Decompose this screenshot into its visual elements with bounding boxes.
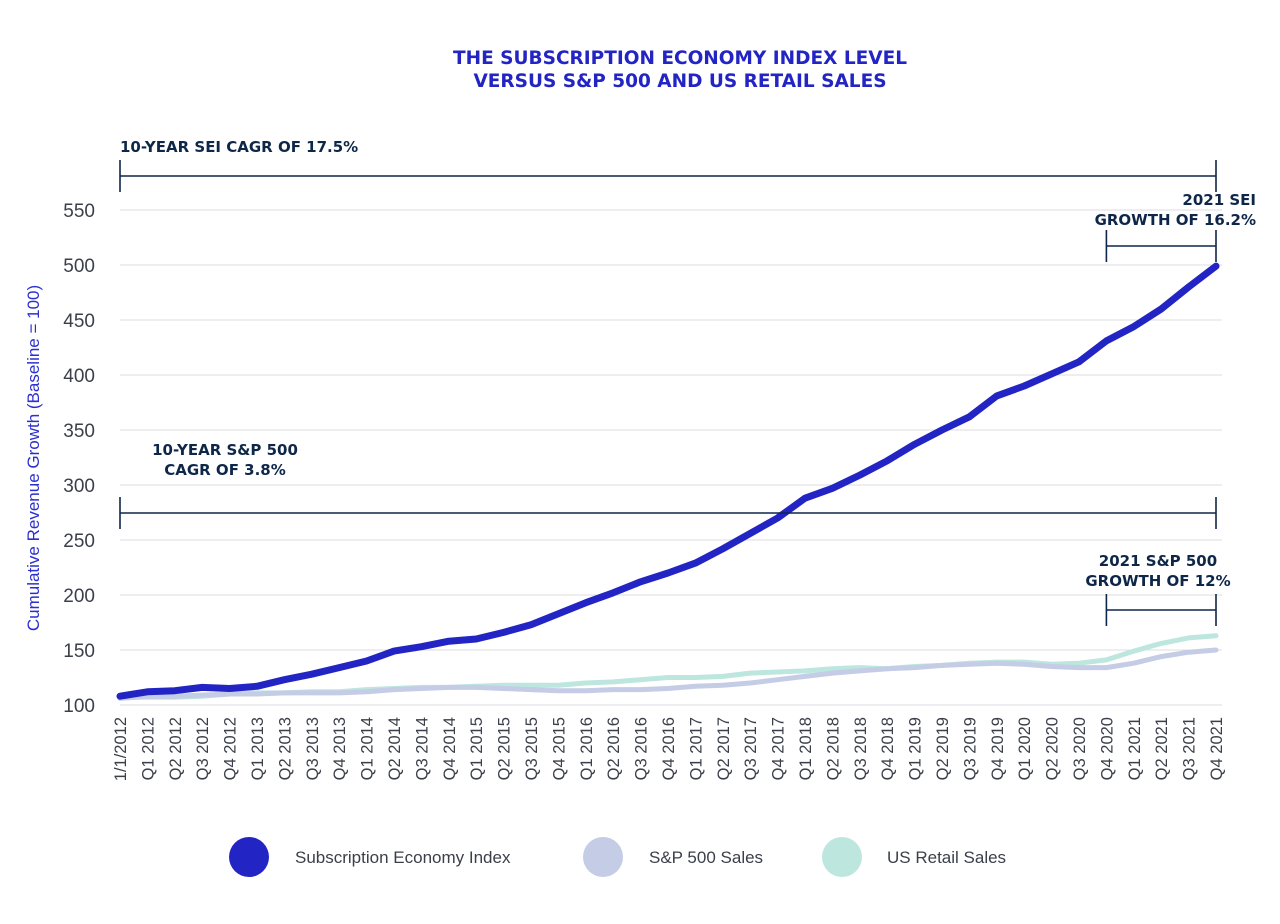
x-tick-label: Q1 2018 (797, 717, 815, 780)
x-tick-label: Q4 2020 (1098, 717, 1116, 780)
y-axis-ticks: 100 150 200 250 300 350 400 450 500 550 (63, 201, 95, 717)
x-tick-label: Q4 2017 (770, 717, 788, 780)
x-tick-label: 1/1/2012 (112, 717, 130, 781)
y-axis-label: Cumulative Revenue Growth (Baseline = 10… (24, 285, 43, 631)
x-tick-label: Q4 2012 (222, 717, 240, 780)
x-tick-label: Q2 2017 (715, 717, 733, 780)
x-tick-label: Q4 2019 (989, 717, 1007, 780)
x-tick-label: Q1 2017 (687, 717, 705, 780)
x-tick-label: Q3 2021 (1181, 717, 1199, 780)
legend-label: Subscription Economy Index (295, 848, 511, 867)
y-tick-100: 100 (63, 696, 95, 717)
y-tick-400: 400 (63, 366, 95, 387)
x-tick-label: Q3 2017 (742, 717, 760, 780)
annotation-text: GROWTH OF 16.2% (1095, 211, 1256, 229)
x-tick-label: Q1 2014 (359, 717, 377, 780)
y-tick-200: 200 (63, 586, 95, 607)
x-tick-label: Q1 2019 (907, 717, 925, 780)
x-tick-label: Q2 2020 (1044, 717, 1062, 780)
y-tick-450: 450 (63, 311, 95, 332)
chart-title: THE SUBSCRIPTION ECONOMY INDEX LEVEL VER… (453, 48, 907, 92)
legend-swatch (229, 837, 269, 877)
annotation-text: GROWTH OF 12% (1085, 572, 1230, 590)
legend-label: S&P 500 Sales (649, 848, 763, 867)
annotation-sei-2021: 2021 SEI GROWTH OF 16.2% (1095, 191, 1256, 262)
x-tick-label: Q3 2012 (194, 717, 212, 780)
annotation-sp-2021: 2021 S&P 500 GROWTH OF 12% (1085, 552, 1231, 626)
series-line-sp500-sales (117, 647, 1219, 701)
annotation-text: CAGR OF 3.8% (164, 461, 286, 479)
x-tick-label: Q2 2015 (496, 717, 514, 780)
annotation-sp-decade: 10-YEAR S&P 500 CAGR OF 3.8% (119, 441, 1217, 529)
x-tick-label: Q1 2012 (139, 717, 157, 780)
x-tick-label: Q1 2015 (468, 717, 486, 780)
x-tick-label: Q2 2013 (276, 717, 294, 780)
x-tick-label: Q3 2016 (633, 717, 651, 780)
annotation-text: 10-YEAR SEI CAGR OF 17.5% (120, 138, 358, 156)
y-tick-300: 300 (63, 476, 95, 497)
legend-label: US Retail Sales (887, 848, 1006, 867)
legend-item: Subscription Economy Index (229, 837, 511, 877)
annotations: 10-YEAR SEI CAGR OF 17.5% 2021 SEI GROWTH … (119, 138, 1256, 626)
x-tick-label: Q4 2013 (331, 717, 349, 780)
x-tick-label: Q4 2014 (441, 717, 459, 780)
legend-item: US Retail Sales (822, 837, 1006, 877)
x-tick-label: Q2 2018 (824, 717, 842, 780)
series-line-subscription-economy-index (116, 262, 1220, 700)
x-axis-ticks: 1/1/2012 Q1 2012 Q2 2012 Q3 2012 Q4 2012 Q1 2… (112, 717, 1226, 781)
legend-swatch (583, 837, 623, 877)
x-tick-label: Q3 2020 (1071, 717, 1089, 780)
x-tick-label: Q2 2012 (167, 717, 185, 780)
x-tick-label: Q2 2014 (386, 717, 404, 780)
x-tick-label: Q1 2016 (578, 717, 596, 780)
x-tick-label: Q1 2020 (1016, 717, 1034, 780)
x-tick-label: Q1 2013 (249, 717, 267, 780)
x-tick-label: Q3 2015 (523, 717, 541, 780)
chart-title-line-1: THE SUBSCRIPTION ECONOMY INDEX LEVEL (453, 48, 907, 69)
x-tick-label: Q4 2021 (1208, 717, 1226, 780)
y-tick-150: 150 (63, 641, 95, 662)
x-tick-label: Q3 2018 (852, 717, 870, 780)
x-tick-label: Q3 2013 (304, 717, 322, 780)
x-tick-label: Q3 2014 (413, 717, 431, 780)
grid (120, 209, 1222, 706)
y-tick-500: 500 (63, 256, 95, 277)
annotation-text: 2021 SEI (1182, 191, 1256, 209)
series-lines (116, 262, 1220, 701)
x-tick-label: Q2 2019 (934, 717, 952, 780)
x-tick-label: Q2 2021 (1153, 717, 1171, 780)
x-tick-label: Q4 2018 (879, 717, 897, 780)
x-tick-label: Q1 2021 (1126, 717, 1144, 780)
legend-item: S&P 500 Sales (583, 837, 763, 877)
annotation-text: 10-YEAR S&P 500 (152, 441, 298, 459)
chart-title-line-2: VERSUS S&P 500 AND US RETAIL SALES (473, 71, 886, 92)
legend-swatch (822, 837, 862, 877)
y-tick-550: 550 (63, 201, 95, 222)
x-tick-label: Q2 2016 (605, 717, 623, 780)
annotation-text: 2021 S&P 500 (1099, 552, 1217, 570)
x-tick-label: Q3 2019 (961, 717, 979, 780)
x-tick-label: Q4 2015 (550, 717, 568, 780)
legend: Subscription Economy Index S&P 500 Sales U… (229, 837, 1006, 877)
y-tick-350: 350 (63, 421, 95, 442)
annotation-sei-decade: 10-YEAR SEI CAGR OF 17.5% (119, 138, 1217, 192)
y-tick-250: 250 (63, 531, 95, 552)
x-tick-label: Q4 2016 (660, 717, 678, 780)
